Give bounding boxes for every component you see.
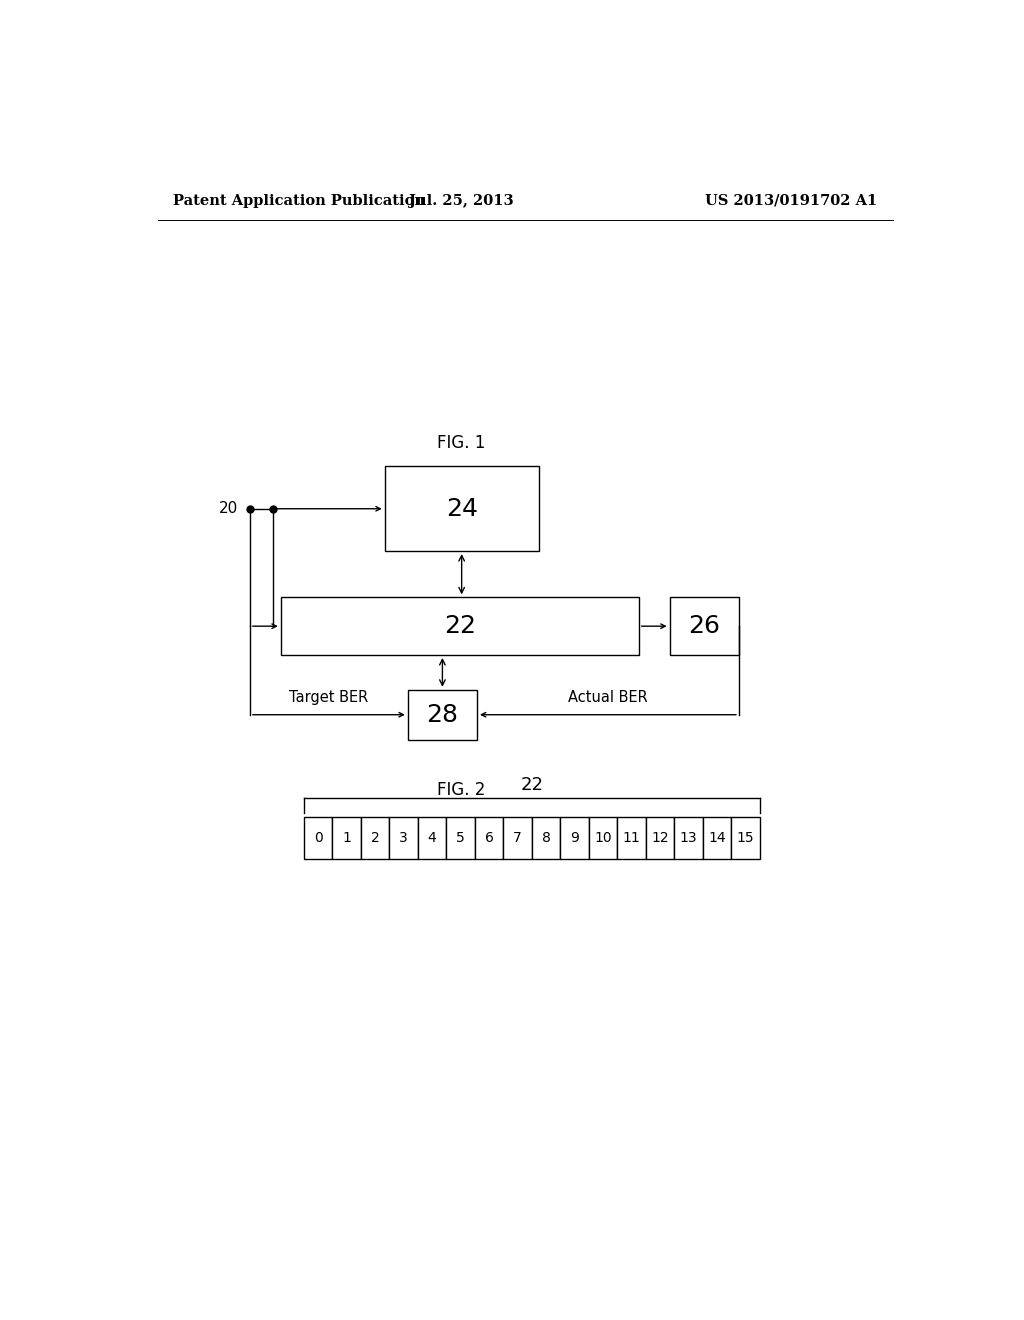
Bar xyxy=(617,817,646,859)
Text: 20: 20 xyxy=(219,502,239,516)
Bar xyxy=(281,598,639,655)
Text: 24: 24 xyxy=(445,496,477,521)
Text: 12: 12 xyxy=(651,830,669,845)
Text: Patent Application Publication: Patent Application Publication xyxy=(173,194,425,207)
Text: Target BER: Target BER xyxy=(289,690,369,705)
Text: 22: 22 xyxy=(443,614,476,638)
Bar xyxy=(646,817,674,859)
Text: 11: 11 xyxy=(623,830,640,845)
Bar xyxy=(389,817,418,859)
Bar xyxy=(589,817,617,859)
Text: FIG. 2: FIG. 2 xyxy=(437,781,485,799)
Text: 4: 4 xyxy=(428,830,436,845)
Text: Actual BER: Actual BER xyxy=(568,690,648,705)
Bar xyxy=(731,817,760,859)
Text: 0: 0 xyxy=(313,830,323,845)
Text: 28: 28 xyxy=(426,702,459,727)
Text: 13: 13 xyxy=(680,830,697,845)
Text: 22: 22 xyxy=(520,776,543,793)
Bar xyxy=(333,817,360,859)
Text: 6: 6 xyxy=(484,830,494,845)
Bar xyxy=(531,817,560,859)
Bar xyxy=(475,817,503,859)
Bar xyxy=(670,598,739,655)
Text: Jul. 25, 2013: Jul. 25, 2013 xyxy=(410,194,514,207)
Text: 10: 10 xyxy=(594,830,611,845)
Text: 26: 26 xyxy=(688,614,720,638)
Bar xyxy=(560,817,589,859)
Bar xyxy=(503,817,531,859)
Text: FIG. 1: FIG. 1 xyxy=(437,434,485,453)
Bar xyxy=(360,817,389,859)
Text: 5: 5 xyxy=(456,830,465,845)
Text: 3: 3 xyxy=(399,830,408,845)
Text: 15: 15 xyxy=(736,830,755,845)
Text: 1: 1 xyxy=(342,830,351,845)
Text: 9: 9 xyxy=(570,830,579,845)
Bar xyxy=(674,817,702,859)
Bar xyxy=(446,817,475,859)
Text: US 2013/0191702 A1: US 2013/0191702 A1 xyxy=(706,194,878,207)
Text: 8: 8 xyxy=(542,830,551,845)
Bar xyxy=(385,466,539,552)
Bar xyxy=(702,817,731,859)
Text: 14: 14 xyxy=(709,830,726,845)
Text: 7: 7 xyxy=(513,830,522,845)
Bar xyxy=(304,817,333,859)
Bar xyxy=(418,817,446,859)
Text: 2: 2 xyxy=(371,830,380,845)
Bar xyxy=(408,689,477,739)
